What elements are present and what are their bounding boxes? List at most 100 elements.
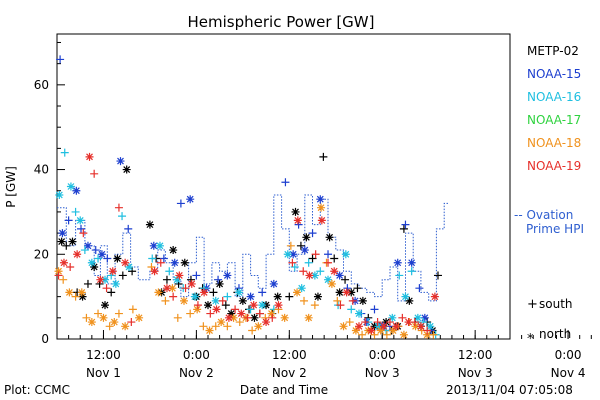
data-point-noaa-16 (101, 275, 110, 284)
data-point-noaa-16 (347, 305, 356, 314)
data-point-noaa-19 (212, 305, 221, 314)
legend-entry: NOAA-15 (527, 67, 581, 81)
data-point-noaa-18 (173, 313, 182, 322)
data-point-noaa-18 (186, 309, 195, 318)
data-point-noaa-15 (308, 229, 317, 238)
data-point-noaa-19 (231, 305, 240, 314)
data-point-noaa-15 (186, 195, 195, 204)
data-point-metp-02 (353, 284, 362, 293)
data-point-noaa-18 (193, 305, 202, 314)
data-point-noaa-18 (229, 313, 238, 322)
data-point-noaa-16 (374, 322, 383, 331)
data-point-noaa-18 (54, 267, 63, 276)
data-point-noaa-19 (54, 271, 63, 280)
data-point-noaa-15 (72, 186, 81, 195)
data-point-metp-02 (57, 237, 66, 246)
data-point-noaa-16 (401, 292, 410, 301)
data-point-noaa-19 (255, 309, 264, 318)
data-point-noaa-18 (135, 313, 144, 322)
data-point-metp-02 (83, 279, 92, 288)
data-point-noaa-15 (407, 258, 416, 267)
data-point-metp-02 (319, 152, 328, 161)
marker-legend-label: south (539, 297, 573, 311)
data-point-metp-02 (68, 237, 77, 246)
y-tick-label: 60 (34, 78, 49, 92)
data-point-noaa-16 (283, 250, 292, 259)
data-point-metp-02 (308, 254, 317, 263)
data-point-noaa-18 (429, 330, 438, 339)
data-point-noaa-18 (411, 322, 420, 331)
data-point-noaa-19 (423, 326, 432, 335)
data-point-noaa-15 (335, 271, 344, 280)
x-tick-label-date: Nov 2 (179, 366, 214, 380)
data-point-metp-02 (128, 267, 137, 276)
plot-frame (56, 33, 511, 340)
plot-credit: Plot: CCMC (4, 383, 70, 397)
data-point-noaa-16 (258, 301, 267, 310)
data-point-noaa-18 (110, 318, 119, 327)
data-point-noaa-16 (426, 322, 435, 331)
data-point-noaa-15 (56, 55, 65, 64)
data-point-noaa-19 (330, 267, 339, 276)
data-point-noaa-19 (336, 301, 345, 310)
data-point-metp-02 (221, 301, 230, 310)
data-point-noaa-18 (223, 322, 232, 331)
data-point-noaa-18 (235, 318, 244, 327)
data-point-noaa-15 (258, 288, 267, 297)
data-point-metp-02 (358, 296, 367, 305)
data-point-noaa-16 (60, 148, 69, 157)
data-point-metp-02 (273, 292, 282, 301)
data-point-noaa-19 (200, 288, 209, 297)
data-point-noaa-19 (169, 292, 178, 301)
data-point-noaa-15 (159, 254, 168, 263)
data-point-metp-02 (285, 292, 294, 301)
legend-entry: NOAA-18 (527, 136, 581, 150)
data-point-noaa-19 (114, 203, 123, 212)
data-point-noaa-18 (267, 309, 276, 318)
data-point-noaa-15 (316, 195, 325, 204)
data-point-noaa-18 (293, 288, 302, 297)
data-point-metp-02 (325, 233, 334, 242)
data-point-noaa-18 (389, 326, 398, 335)
data-point-noaa-19 (150, 267, 159, 276)
data-point-noaa-19 (379, 322, 388, 331)
data-point-noaa-15 (246, 292, 255, 301)
x-tick-label-date: Nov 3 (365, 366, 400, 380)
data-point-noaa-18 (179, 296, 188, 305)
data-point-noaa-19 (79, 229, 88, 238)
data-point-noaa-16 (173, 275, 182, 284)
data-point-noaa-19 (404, 318, 413, 327)
data-point-noaa-19 (162, 284, 171, 293)
data-point-noaa-19 (385, 318, 394, 327)
x-tick-label-date: Nov 1 (86, 366, 121, 380)
data-point-noaa-16 (155, 241, 164, 250)
data-point-noaa-18 (168, 284, 177, 293)
data-point-noaa-19 (181, 284, 190, 293)
data-point-noaa-16 (111, 279, 120, 288)
data-point-noaa-18 (87, 318, 96, 327)
data-point-noaa-18 (154, 288, 163, 297)
data-point-noaa-18 (121, 322, 130, 331)
data-point-noaa-19 (348, 296, 357, 305)
x-axis-label: Date and Time (240, 383, 328, 397)
data-point-metp-02 (113, 254, 122, 263)
data-point-noaa-18 (423, 330, 432, 339)
data-point-noaa-16 (190, 292, 199, 301)
data-point-noaa-18 (333, 296, 342, 305)
legend-entry: NOAA-17 (527, 113, 581, 127)
data-point-noaa-15 (393, 258, 402, 267)
x-tick-label-time: 12:00 (272, 348, 307, 362)
data-point-noaa-15 (176, 199, 185, 208)
data-point-noaa-15 (64, 216, 73, 225)
data-point-noaa-16 (55, 190, 64, 199)
data-point-noaa-16 (388, 313, 397, 322)
data-point-noaa-18 (345, 318, 354, 327)
marker-legend-label: north (539, 327, 571, 341)
data-point-noaa-16 (324, 275, 333, 284)
legend: METP-02 NOAA-15 NOAA-16 NOAA-17 NOAA-18 NOAA-… (527, 44, 581, 173)
data-point-noaa-15 (83, 241, 92, 250)
data-point-noaa-16 (407, 267, 416, 276)
data-point-noaa-15 (401, 220, 410, 229)
data-point-noaa-18 (147, 262, 156, 271)
data-point-noaa-18 (358, 330, 367, 339)
